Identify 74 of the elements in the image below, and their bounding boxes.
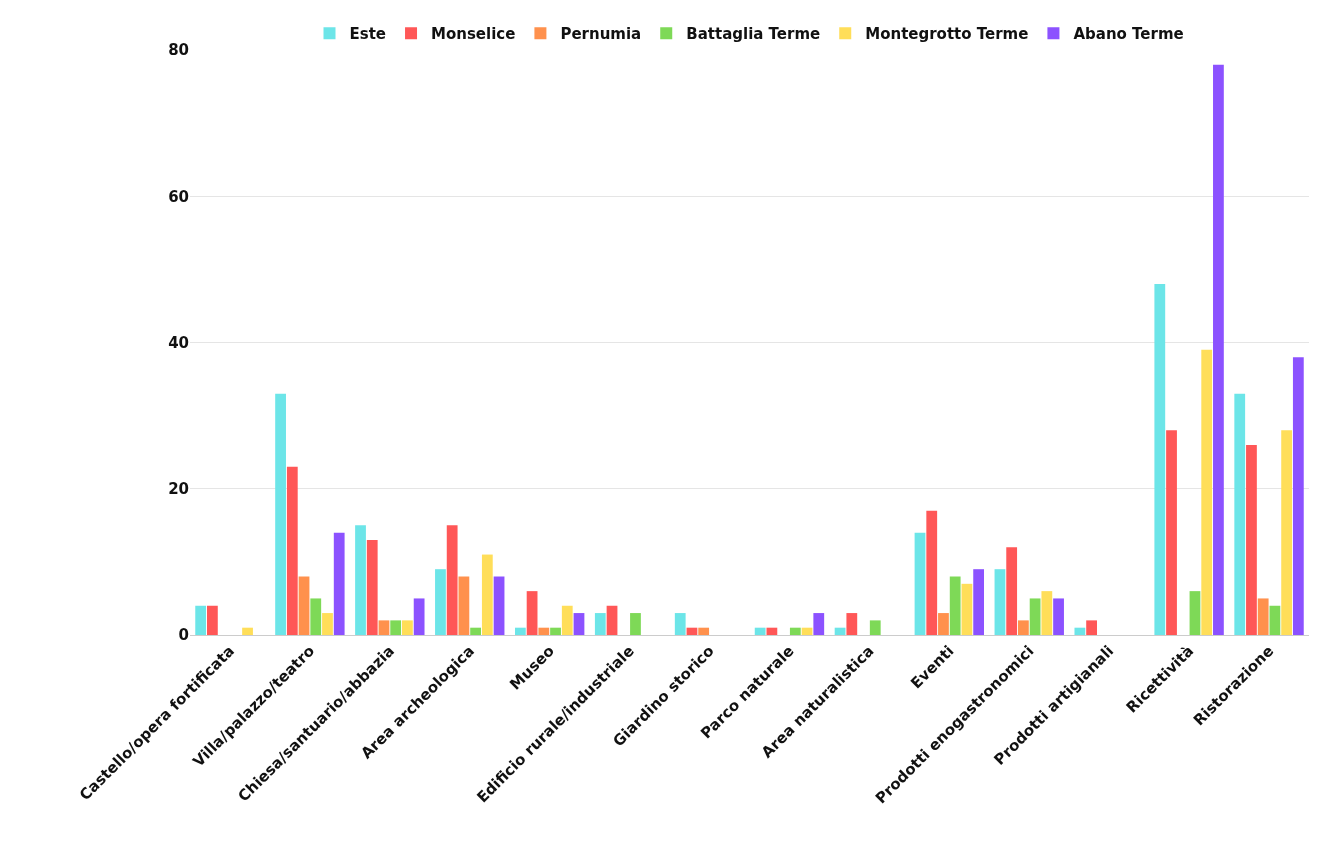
bar [390, 620, 402, 635]
bar [1086, 620, 1097, 635]
bar [378, 620, 390, 635]
bar [458, 576, 470, 635]
bar [298, 576, 310, 635]
bar [242, 627, 253, 635]
legend-label: Pernumia [560, 25, 642, 44]
bar [286, 466, 298, 635]
bar [206, 605, 218, 635]
y-tick-label: 60 [168, 187, 189, 206]
bar [606, 605, 618, 635]
bar [514, 627, 526, 635]
legend-label: Montegrotto Terme [865, 25, 1029, 44]
bar [1201, 349, 1213, 635]
legend-label: Monselice [431, 25, 516, 44]
bar [1041, 591, 1053, 635]
bar [914, 532, 926, 635]
bar [1269, 605, 1281, 635]
bar [275, 393, 286, 635]
bar [573, 613, 585, 635]
bar [481, 554, 493, 635]
bar [470, 627, 481, 635]
bar [366, 539, 378, 635]
bar [1189, 591, 1201, 635]
bar [949, 576, 961, 635]
bar [310, 598, 322, 635]
bar [1281, 430, 1293, 635]
bar [926, 510, 938, 635]
bar [322, 613, 333, 635]
bar [973, 569, 985, 635]
bar [435, 569, 446, 635]
legend-label: Este [349, 25, 387, 44]
bar [550, 627, 561, 635]
bar [1234, 393, 1246, 635]
bar [698, 627, 710, 635]
bar [446, 525, 458, 635]
bar [538, 627, 550, 635]
bar [1213, 64, 1224, 635]
legend-label: Battaglia Terme [686, 25, 821, 44]
bar [333, 532, 345, 635]
bar [594, 613, 606, 635]
bar [1246, 444, 1257, 635]
bar [1018, 620, 1029, 635]
bar [1292, 357, 1304, 635]
bar [1074, 627, 1086, 635]
y-tick-label: 80 [168, 41, 189, 60]
bar [846, 613, 858, 635]
y-tick-label: 20 [168, 480, 189, 498]
bar [526, 591, 538, 635]
bar [195, 605, 207, 635]
bar [402, 620, 413, 635]
y-tick-label: 0 [178, 626, 189, 645]
bar [1257, 598, 1269, 635]
bar [1053, 598, 1064, 635]
bar [869, 620, 881, 635]
bar [766, 627, 778, 635]
bar [813, 613, 825, 635]
bar [493, 576, 505, 635]
bar [754, 627, 766, 635]
y-tick-label: 40 [168, 333, 189, 352]
bar [630, 613, 641, 635]
bar [561, 605, 573, 635]
bar [674, 613, 686, 635]
bar [789, 627, 801, 635]
legend-label: Abano Terme [1073, 25, 1184, 44]
bar [938, 613, 949, 635]
bar [961, 583, 973, 635]
bar [1006, 547, 1018, 635]
bar [355, 525, 366, 635]
bar [994, 569, 1006, 635]
bar [1029, 598, 1041, 635]
bar [413, 598, 425, 635]
bar [1166, 430, 1177, 635]
bar [1154, 284, 1166, 635]
